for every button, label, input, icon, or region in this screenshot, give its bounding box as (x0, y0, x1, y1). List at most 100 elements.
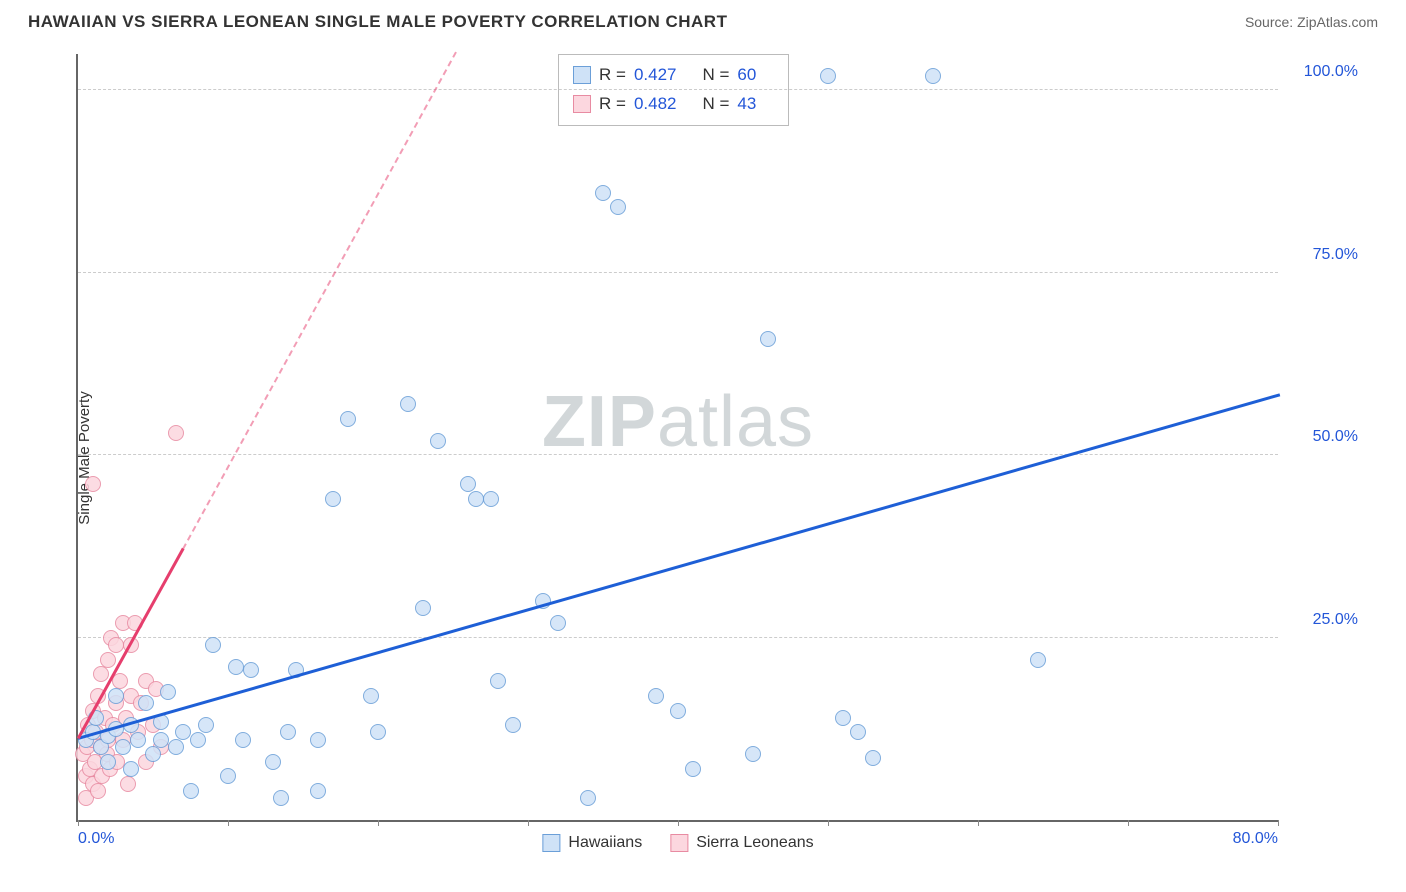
n-label: N = (702, 90, 729, 119)
data-point-hawaiians (505, 717, 521, 733)
data-point-hawaiians (865, 750, 881, 766)
data-point-sierra (112, 673, 128, 689)
data-point-hawaiians (243, 662, 259, 678)
trend-line (78, 394, 1281, 740)
data-point-hawaiians (648, 688, 664, 704)
data-point-hawaiians (273, 790, 289, 806)
xtick (978, 820, 979, 826)
data-point-sierra (120, 776, 136, 792)
data-point-sierra (108, 637, 124, 653)
r-value-sierra: 0.482 (634, 90, 677, 119)
data-point-hawaiians (685, 761, 701, 777)
data-point-hawaiians (183, 783, 199, 799)
r-label: R = (599, 90, 626, 119)
legend-item-sierra: Sierra Leoneans (670, 834, 813, 852)
data-point-hawaiians (220, 768, 236, 784)
gridline-h (78, 89, 1278, 90)
swatch-hawaiians (573, 66, 591, 84)
data-point-hawaiians (550, 615, 566, 631)
data-point-hawaiians (490, 673, 506, 689)
data-point-hawaiians (835, 710, 851, 726)
data-point-hawaiians (363, 688, 379, 704)
data-point-hawaiians (595, 185, 611, 201)
n-value-sierra: 43 (737, 90, 756, 119)
data-point-hawaiians (460, 476, 476, 492)
gridline-h (78, 637, 1278, 638)
xtick (828, 820, 829, 826)
data-point-hawaiians (138, 695, 154, 711)
data-point-hawaiians (925, 68, 941, 84)
data-point-hawaiians (670, 703, 686, 719)
xtick (378, 820, 379, 826)
data-point-hawaiians (205, 637, 221, 653)
data-point-hawaiians (265, 754, 281, 770)
xtick (1278, 820, 1279, 826)
data-point-hawaiians (820, 68, 836, 84)
data-point-hawaiians (145, 746, 161, 762)
ytick-label: 75.0% (1313, 246, 1358, 264)
data-point-hawaiians (745, 746, 761, 762)
watermark: ZIPatlas (542, 381, 814, 463)
data-point-hawaiians (175, 724, 191, 740)
data-point-sierra (168, 425, 184, 441)
r-value-hawaiians: 0.427 (634, 61, 677, 90)
data-point-hawaiians (168, 739, 184, 755)
data-point-hawaiians (370, 724, 386, 740)
xtick (1128, 820, 1129, 826)
xtick (228, 820, 229, 826)
data-point-hawaiians (198, 717, 214, 733)
data-point-hawaiians (340, 411, 356, 427)
legend-row-sierra: R = 0.482 N = 43 (573, 90, 774, 119)
data-point-hawaiians (400, 396, 416, 412)
watermark-atlas: atlas (657, 382, 814, 462)
xtick-label: 80.0% (1233, 830, 1278, 848)
data-point-hawaiians (100, 754, 116, 770)
data-point-hawaiians (850, 724, 866, 740)
legend-item-hawaiians: Hawaiians (542, 834, 642, 852)
swatch-sierra (670, 834, 688, 852)
data-point-hawaiians (325, 491, 341, 507)
chart-area: Single Male Poverty ZIPatlas R = 0.427 N… (28, 44, 1378, 872)
ytick-label: 50.0% (1313, 428, 1358, 446)
xtick (78, 820, 79, 826)
data-point-hawaiians (580, 790, 596, 806)
gridline-h (78, 272, 1278, 273)
chart-title: HAWAIIAN VS SIERRA LEONEAN SINGLE MALE P… (28, 12, 727, 32)
data-point-hawaiians (468, 491, 484, 507)
data-point-sierra (93, 666, 109, 682)
legend-row-hawaiians: R = 0.427 N = 60 (573, 61, 774, 90)
source-attribution: Source: ZipAtlas.com (1245, 14, 1378, 30)
data-point-hawaiians (310, 783, 326, 799)
n-value-hawaiians: 60 (737, 61, 756, 90)
data-point-hawaiians (415, 600, 431, 616)
data-point-hawaiians (280, 724, 296, 740)
source-value: ZipAtlas.com (1297, 14, 1378, 30)
data-point-sierra (90, 783, 106, 799)
ytick-label: 100.0% (1304, 63, 1358, 81)
gridline-h (78, 454, 1278, 455)
legend-label-sierra: Sierra Leoneans (696, 834, 813, 852)
data-point-sierra (85, 476, 101, 492)
watermark-zip: ZIP (542, 382, 657, 462)
data-point-sierra (100, 652, 116, 668)
data-point-hawaiians (228, 659, 244, 675)
data-point-hawaiians (430, 433, 446, 449)
data-point-hawaiians (123, 761, 139, 777)
xtick-label: 0.0% (78, 830, 114, 848)
data-point-hawaiians (130, 732, 146, 748)
xtick (528, 820, 529, 826)
r-label: R = (599, 61, 626, 90)
plot-region: ZIPatlas R = 0.427 N = 60 R = 0.482 N = … (76, 54, 1278, 822)
data-point-hawaiians (108, 688, 124, 704)
data-point-hawaiians (153, 732, 169, 748)
xtick (678, 820, 679, 826)
data-point-hawaiians (160, 684, 176, 700)
series-legend: Hawaiians Sierra Leoneans (542, 834, 813, 852)
data-point-hawaiians (190, 732, 206, 748)
swatch-sierra (573, 95, 591, 113)
data-point-hawaiians (760, 331, 776, 347)
data-point-hawaiians (115, 739, 131, 755)
legend-label-hawaiians: Hawaiians (568, 834, 642, 852)
source-label: Source: (1245, 14, 1293, 30)
data-point-hawaiians (235, 732, 251, 748)
